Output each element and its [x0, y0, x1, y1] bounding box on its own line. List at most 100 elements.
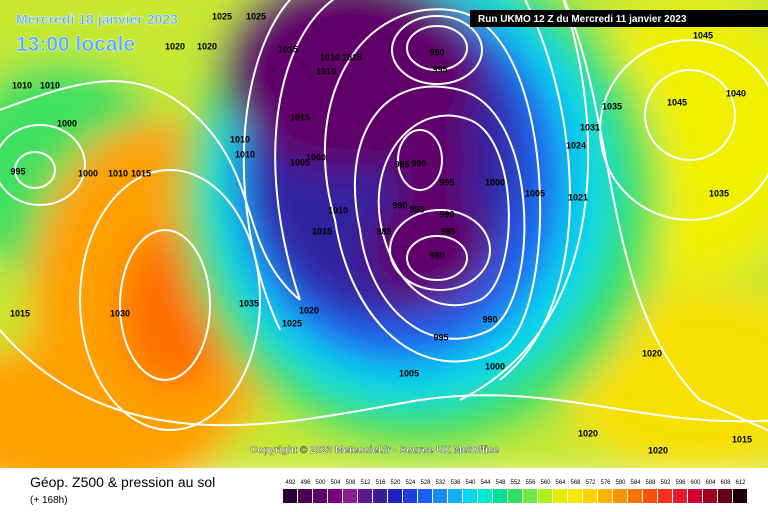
- run: Run UKMO 12 Z du Mercredi 11 janvier 202…: [478, 14, 687, 25]
- isobar-label: 1015: [10, 308, 30, 318]
- isobar-label: 1025: [246, 11, 266, 21]
- scale-label: 568: [570, 480, 581, 486]
- scale-swatch: [583, 489, 597, 503]
- isobar-label: 1015: [312, 226, 332, 236]
- scale-label: 572: [585, 480, 596, 486]
- isobar-label: 985: [440, 226, 455, 236]
- scale-label: 604: [705, 480, 716, 486]
- legend-title: Géop. Z500 & pression au sol: [30, 474, 215, 490]
- isobar-label: 1010: [12, 80, 32, 90]
- scale-swatch: [658, 489, 672, 503]
- field: [0, 0, 768, 500]
- isobar-label: 1020: [642, 348, 662, 358]
- isobar-label: 1025: [212, 11, 232, 21]
- scale-swatch: [613, 489, 627, 503]
- isobar-label: 1000: [78, 168, 98, 178]
- isobar-label: 1031: [580, 122, 600, 132]
- isobar-label: 990: [392, 200, 407, 210]
- scale-label: 612: [735, 480, 746, 486]
- scale-swatch: [343, 489, 357, 503]
- scale-swatch: [718, 489, 732, 503]
- isobar-label: 985: [394, 159, 409, 169]
- isobar-label: 1020: [165, 41, 185, 51]
- scale-label: 596: [675, 480, 686, 486]
- isobar-label: 990: [411, 158, 426, 168]
- isobar-label: 1015: [278, 44, 298, 54]
- isobars: [0, 0, 768, 440]
- isobar-label: 1010: [328, 205, 348, 215]
- scale-swatch: [478, 489, 492, 503]
- isobar-label: 1020: [648, 445, 668, 455]
- scale-label: 564: [555, 480, 566, 486]
- scale-swatch: [463, 489, 477, 503]
- isobar-label: 1015: [131, 168, 151, 178]
- isobar-label: 995: [10, 166, 25, 176]
- scale-swatch: [313, 489, 327, 503]
- scale-label: 584: [630, 480, 641, 486]
- scale-label: 592: [660, 480, 671, 486]
- isobar-label: 1000: [57, 118, 77, 128]
- isobar-label: 1015: [316, 66, 336, 76]
- time: 13:00 locale: [16, 33, 135, 56]
- scale-swatch: [358, 489, 372, 503]
- isobar-label: 1035: [602, 101, 622, 111]
- scale-label: 496: [300, 480, 311, 486]
- scale-swatch: [703, 489, 717, 503]
- scale-label: 580: [615, 480, 626, 486]
- scale-swatch: [523, 489, 537, 503]
- isobar-label: 990: [439, 209, 454, 219]
- scale-swatch: [598, 489, 612, 503]
- scale-swatch: [688, 489, 702, 503]
- scale-label: 520: [390, 480, 401, 486]
- scale-swatch: [418, 489, 432, 503]
- scale-label: 532: [435, 480, 446, 486]
- isobar-label: 990: [429, 47, 444, 57]
- isobar-label: 1000: [485, 177, 505, 187]
- isobar-label: 1015: [732, 434, 752, 444]
- isobar-label: 995: [432, 64, 447, 74]
- isobar-label: 1045: [693, 30, 713, 40]
- scale-label: 608: [720, 480, 731, 486]
- isobar-label: 1005: [399, 368, 419, 378]
- scale-swatch: [493, 489, 507, 503]
- isobar-label: 1005: [525, 188, 545, 198]
- scale-label: 588: [645, 480, 656, 486]
- color-scale: 492 496 500 504 508 512 516 520 524 528 532 536 540 5…: [283, 480, 747, 503]
- isobar-label: 995: [439, 177, 454, 187]
- legend-subtitle: (+ 168h): [30, 495, 68, 506]
- isobar-label: 1000: [306, 152, 326, 162]
- scale-label: 492: [285, 480, 296, 486]
- scale-label: 576: [600, 480, 611, 486]
- scale-label: 548: [495, 480, 506, 486]
- scale-label: 552: [510, 480, 521, 486]
- isobar-label: 1025: [282, 318, 302, 328]
- scale-swatch: [553, 489, 567, 503]
- scale-swatch: [433, 489, 447, 503]
- scale-swatch: [403, 489, 417, 503]
- isobar-label: 1010: [230, 134, 250, 144]
- isobar-label: 1020: [578, 428, 598, 438]
- scale-label: 540: [465, 480, 476, 486]
- isobar-label: 1045: [667, 97, 687, 107]
- date: Mercredi 18 janvier 2023: [16, 11, 178, 27]
- isobar-label: 1024: [566, 140, 586, 150]
- scale-swatch: [628, 489, 642, 503]
- isobar-label: 980: [429, 250, 444, 260]
- scale-label: 508: [345, 480, 356, 486]
- scale-swatch: [508, 489, 522, 503]
- scale-swatch: [448, 489, 462, 503]
- scale-swatch: [538, 489, 552, 503]
- isobar-label: 1020: [197, 41, 217, 51]
- isobar-label: 1021: [568, 192, 588, 202]
- scale-label: 528: [420, 480, 431, 486]
- scale-swatch: [643, 489, 657, 503]
- scale-swatch: [388, 489, 402, 503]
- isobar-label: 1010: [235, 149, 255, 159]
- isobar-label: 1035: [239, 298, 259, 308]
- isobar-label: 1005: [290, 157, 310, 167]
- isobar-label: 1040: [726, 88, 746, 98]
- scale-label: 536: [450, 480, 461, 486]
- isobar-label: 1000: [485, 361, 505, 371]
- isobar-label: 1010: [108, 168, 128, 178]
- scale-label: 560: [540, 480, 551, 486]
